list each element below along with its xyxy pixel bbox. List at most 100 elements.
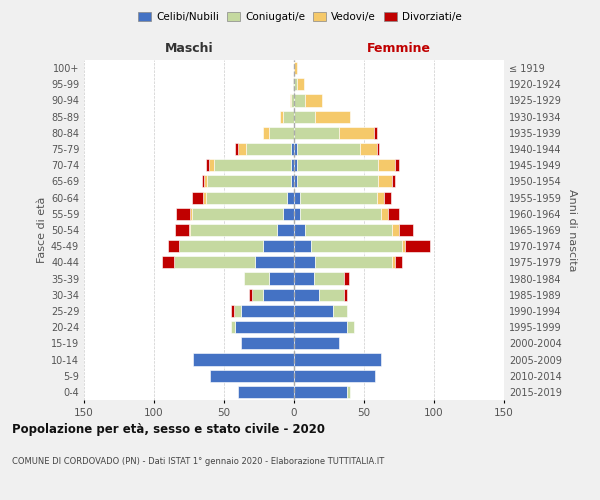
Bar (291, 159, 294, 172)
Bar (297, 78, 304, 90)
Bar (297, 143, 360, 155)
Bar (360, 143, 377, 155)
Bar (173, 256, 255, 268)
Bar (214, 159, 291, 172)
Bar (294, 143, 297, 155)
Bar (290, 94, 291, 106)
Bar (299, 192, 377, 203)
Bar (269, 127, 294, 139)
Bar (294, 176, 297, 188)
Bar (163, 256, 173, 268)
Bar (192, 192, 203, 203)
Bar (299, 208, 381, 220)
Bar (238, 386, 294, 398)
Bar (381, 208, 388, 220)
Bar (179, 240, 263, 252)
Bar (206, 159, 209, 172)
Bar (294, 272, 314, 284)
Bar (206, 192, 287, 203)
Bar (294, 110, 315, 122)
Bar (193, 354, 294, 366)
Bar (378, 176, 392, 188)
Bar (192, 208, 283, 220)
Bar (263, 240, 294, 252)
Bar (347, 386, 350, 398)
Bar (231, 305, 234, 317)
Bar (388, 208, 399, 220)
Bar (291, 176, 294, 188)
Bar (402, 240, 404, 252)
Bar (277, 224, 294, 236)
Bar (205, 176, 207, 188)
Bar (395, 159, 399, 172)
Text: Popolazione per età, sesso e stato civile - 2020: Popolazione per età, sesso e stato civil… (12, 422, 325, 436)
Bar (399, 224, 413, 236)
Bar (235, 143, 238, 155)
Bar (294, 94, 305, 106)
Bar (314, 272, 344, 284)
Bar (263, 288, 294, 301)
Bar (347, 321, 354, 333)
Text: Maschi: Maschi (164, 42, 214, 55)
Bar (395, 256, 402, 268)
Bar (176, 208, 190, 220)
Bar (252, 288, 263, 301)
Bar (238, 143, 247, 155)
Bar (294, 224, 305, 236)
Bar (378, 159, 395, 172)
Bar (294, 321, 347, 333)
Bar (294, 159, 297, 172)
Bar (392, 224, 399, 236)
Bar (203, 192, 206, 203)
Bar (344, 272, 349, 284)
Bar (315, 256, 392, 268)
Bar (190, 224, 277, 236)
Bar (294, 256, 315, 268)
Bar (249, 288, 252, 301)
Bar (190, 208, 192, 220)
Bar (175, 224, 189, 236)
Legend: Celibi/Nubili, Coniugati/e, Vedovi/e, Divorziati/e: Celibi/Nubili, Coniugati/e, Vedovi/e, Di… (134, 8, 466, 26)
Bar (392, 176, 395, 188)
Bar (315, 110, 350, 122)
Bar (344, 288, 347, 301)
Bar (231, 321, 235, 333)
Bar (207, 176, 291, 188)
Bar (168, 240, 179, 252)
Y-axis label: Anni di nascita: Anni di nascita (567, 188, 577, 271)
Bar (319, 288, 344, 301)
Bar (293, 78, 294, 90)
Bar (339, 127, 374, 139)
Bar (305, 224, 392, 236)
Bar (269, 272, 294, 284)
Bar (294, 127, 339, 139)
Bar (294, 305, 333, 317)
Bar (283, 208, 294, 220)
Bar (291, 143, 294, 155)
Bar (235, 321, 294, 333)
Bar (392, 256, 395, 268)
Bar (294, 192, 299, 203)
Bar (189, 224, 190, 236)
Bar (234, 305, 241, 317)
Bar (333, 305, 347, 317)
Bar (311, 240, 402, 252)
Bar (202, 176, 205, 188)
Bar (294, 386, 347, 398)
Bar (244, 272, 269, 284)
Bar (305, 94, 322, 106)
Bar (280, 110, 283, 122)
Bar (374, 127, 377, 139)
Bar (294, 62, 297, 74)
Bar (294, 288, 319, 301)
Bar (294, 338, 339, 349)
Bar (291, 94, 294, 106)
Bar (377, 143, 379, 155)
Bar (209, 159, 214, 172)
Bar (263, 127, 269, 139)
Bar (241, 305, 294, 317)
Bar (210, 370, 294, 382)
Bar (294, 370, 375, 382)
Bar (297, 176, 378, 188)
Bar (283, 110, 294, 122)
